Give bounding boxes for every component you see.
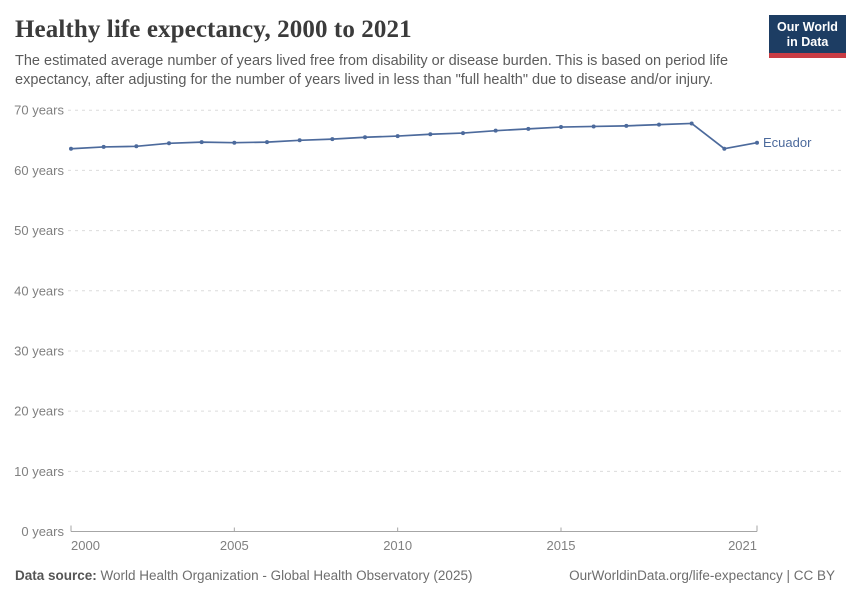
y-axis-tick-label: 40 years [14, 283, 64, 298]
data-point[interactable] [689, 121, 694, 126]
data-point[interactable] [657, 122, 661, 127]
y-axis-tick-label: 70 years [14, 103, 64, 118]
data-point[interactable] [134, 144, 139, 149]
data-point[interactable] [297, 138, 302, 143]
series-label-ecuador[interactable]: Ecuador [763, 135, 812, 150]
data-source-text: World Health Organization - Global Healt… [96, 568, 473, 583]
owid-logo[interactable]: Our World in Data [769, 15, 846, 58]
x-axis-tick-label: 2015 [547, 538, 576, 553]
x-axis-tick-label: 2005 [220, 538, 249, 553]
data-point[interactable] [199, 140, 204, 145]
data-point[interactable] [167, 141, 171, 146]
data-source-note: Data source: World Health Organization -… [15, 568, 472, 583]
data-point[interactable] [755, 140, 759, 145]
data-point[interactable] [265, 140, 269, 145]
x-axis-tick-label: 2010 [383, 538, 412, 553]
data-point[interactable] [101, 144, 106, 149]
data-point[interactable] [461, 131, 465, 136]
data-point[interactable] [493, 128, 498, 133]
chart-footer: Data source: World Health Organization -… [15, 568, 835, 583]
data-point[interactable] [559, 125, 563, 130]
data-point[interactable] [232, 140, 237, 145]
y-axis-tick-label: 0 years [21, 524, 64, 539]
y-axis-tick-label: 10 years [14, 464, 64, 479]
data-point[interactable] [363, 135, 367, 140]
data-source-label: Data source: [15, 568, 97, 583]
data-point[interactable] [722, 146, 727, 151]
data-line-ecuador[interactable] [70, 122, 758, 150]
data-point[interactable] [591, 124, 596, 129]
data-point[interactable] [395, 134, 400, 139]
y-axis-tick-label: 30 years [14, 343, 64, 358]
x-axis-tick-label: 2000 [71, 538, 100, 553]
data-point[interactable] [624, 123, 629, 128]
data-point[interactable] [330, 137, 335, 142]
data-point[interactable] [428, 132, 433, 137]
x-axis-tick-label: 2021 [728, 538, 757, 553]
chart-subtitle: The estimated average number of years li… [15, 53, 729, 88]
data-point[interactable] [69, 146, 73, 151]
data-point[interactable] [526, 126, 531, 131]
page-title: Healthy life expectancy, 2000 to 2021 [15, 16, 412, 43]
owid-logo-text-line1: Our World [777, 20, 838, 34]
owid-logo-text-line2: in Data [786, 34, 829, 49]
owid-license-link[interactable]: OurWorldinData.org/life-expectancy | CC … [569, 568, 835, 583]
y-axis-tick-label: 60 years [14, 163, 64, 178]
y-axis-tick-label: 50 years [14, 223, 64, 238]
y-axis-tick-label: 20 years [14, 404, 64, 419]
